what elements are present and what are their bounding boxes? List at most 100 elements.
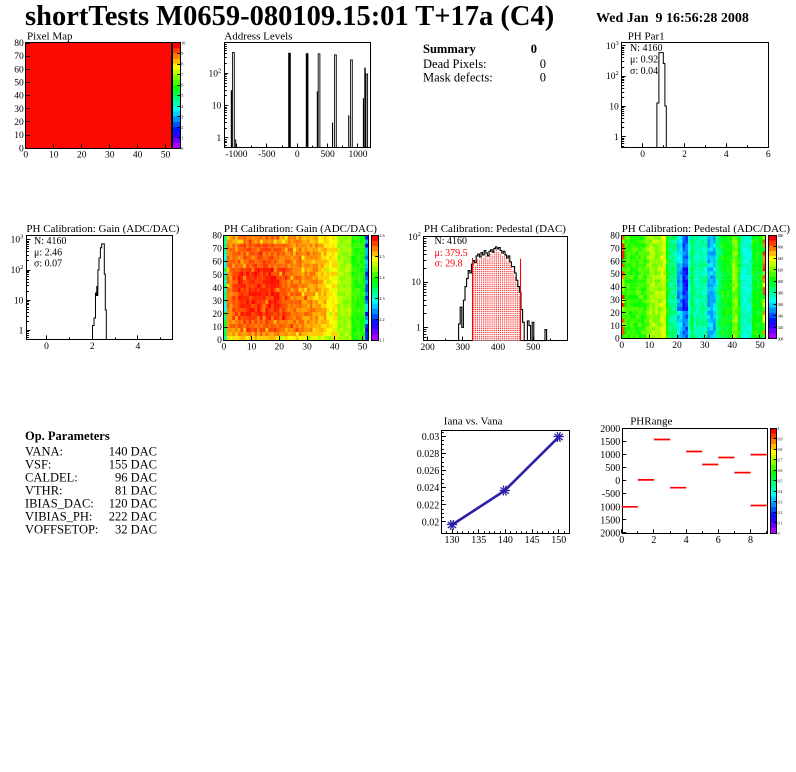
- svg-text:0.026: 0.026: [417, 466, 440, 477]
- svg-text:IBIAS_DAC:: IBIAS_DAC:: [25, 497, 94, 511]
- svg-text:2: 2: [682, 150, 687, 160]
- svg-text:shortTests M0659-080109.15:01: shortTests M0659-080109.15:01 T+17a (C4): [25, 1, 554, 32]
- svg-text:40: 40: [14, 92, 24, 102]
- svg-text:0: 0: [778, 532, 780, 536]
- svg-text:50: 50: [212, 271, 222, 281]
- svg-text:2.5: 2.5: [379, 254, 384, 259]
- svg-text:σ: 0.07: σ: 0.07: [34, 259, 62, 270]
- svg-text:6: 6: [766, 150, 771, 160]
- svg-text:400: 400: [491, 343, 506, 353]
- svg-text:400: 400: [778, 280, 784, 284]
- svg-text:Mask defects:: Mask defects:: [423, 71, 493, 85]
- svg-text:PH Calibration: Gain (ADC/DAC): PH Calibration: Gain (ADC/DAC): [26, 223, 179, 235]
- svg-text:0.8: 0.8: [778, 448, 783, 452]
- svg-text:4: 4: [724, 150, 729, 160]
- svg-text:0: 0: [181, 146, 183, 151]
- svg-text:80: 80: [14, 39, 24, 49]
- svg-text:Summary: Summary: [423, 42, 477, 56]
- svg-text:2.6: 2.6: [379, 233, 384, 238]
- svg-text:10: 10: [49, 150, 59, 160]
- svg-text:50: 50: [755, 341, 765, 351]
- svg-text:0: 0: [217, 336, 222, 346]
- svg-text:40: 40: [330, 343, 340, 353]
- svg-text:2.3: 2.3: [379, 296, 384, 301]
- svg-text:Dead Pixels:: Dead Pixels:: [423, 57, 487, 71]
- svg-text:30: 30: [14, 105, 24, 115]
- svg-text:4: 4: [136, 342, 141, 352]
- svg-text:20: 20: [672, 341, 682, 351]
- svg-text:N: 4160: N: 4160: [34, 236, 67, 247]
- svg-text:300: 300: [456, 343, 471, 353]
- svg-text:50: 50: [358, 343, 368, 353]
- svg-text:300: 300: [778, 337, 784, 341]
- svg-text:1: 1: [614, 133, 619, 143]
- svg-text:60: 60: [610, 257, 620, 267]
- svg-text:0.028: 0.028: [417, 449, 440, 460]
- svg-text:0.3: 0.3: [778, 500, 783, 504]
- svg-text:10: 10: [411, 278, 421, 288]
- svg-text:80: 80: [610, 232, 620, 242]
- svg-text:500: 500: [320, 150, 335, 160]
- svg-text:1: 1: [181, 135, 183, 140]
- svg-text:50: 50: [14, 79, 24, 89]
- svg-text:2: 2: [181, 125, 183, 130]
- svg-text:200: 200: [420, 343, 435, 353]
- svg-text:145: 145: [525, 535, 540, 546]
- svg-text:PH Calibration: Pedestal (DAC): PH Calibration: Pedestal (DAC): [424, 223, 566, 235]
- svg-text:VTHR:: VTHR:: [25, 484, 63, 498]
- svg-text:CALDEL:: CALDEL:: [25, 471, 78, 485]
- svg-text:0: 0: [619, 341, 624, 351]
- svg-text:420: 420: [778, 269, 784, 273]
- svg-text:0: 0: [640, 150, 645, 160]
- svg-text:460: 460: [778, 246, 784, 250]
- svg-text:2.4: 2.4: [379, 275, 385, 280]
- svg-text:VOFFSETOP:: VOFFSETOP:: [25, 523, 98, 537]
- svg-text:60: 60: [14, 65, 24, 75]
- svg-text:0: 0: [295, 150, 300, 160]
- svg-text:8: 8: [181, 62, 183, 67]
- svg-text:500: 500: [526, 343, 541, 353]
- svg-text:30: 30: [700, 341, 710, 351]
- svg-text:0.1: 0.1: [778, 521, 783, 525]
- svg-text:σ: 29.8: σ: 29.8: [435, 259, 463, 270]
- svg-text:1: 1: [416, 324, 421, 334]
- svg-text:2.1: 2.1: [379, 338, 384, 343]
- svg-text:PH Par1: PH Par1: [628, 31, 665, 43]
- svg-text:500: 500: [605, 463, 620, 474]
- svg-text:20: 20: [212, 310, 222, 320]
- svg-text:480: 480: [778, 234, 784, 238]
- svg-text:10: 10: [609, 103, 619, 113]
- svg-text:0: 0: [615, 335, 620, 345]
- svg-text:N: 4160: N: 4160: [630, 43, 663, 54]
- svg-text:30: 30: [302, 343, 312, 353]
- svg-text:20: 20: [14, 118, 24, 128]
- svg-text:0.5: 0.5: [778, 479, 783, 483]
- svg-text:Address Levels: Address Levels: [224, 31, 292, 43]
- svg-text:222 DAC: 222 DAC: [109, 510, 157, 524]
- svg-text:10: 10: [247, 343, 257, 353]
- svg-text:N: 4160: N: 4160: [435, 236, 468, 247]
- svg-text:6: 6: [716, 535, 721, 546]
- svg-text:0: 0: [23, 150, 28, 160]
- svg-text:1500: 1500: [600, 515, 620, 526]
- svg-text:0.9: 0.9: [778, 437, 783, 441]
- svg-text:10: 10: [14, 131, 24, 141]
- svg-text:10: 10: [212, 323, 222, 333]
- svg-text:140 DAC: 140 DAC: [109, 445, 157, 459]
- svg-text:0: 0: [44, 342, 49, 352]
- svg-text:320: 320: [778, 326, 784, 330]
- svg-text:2: 2: [90, 342, 95, 352]
- svg-text:360: 360: [778, 303, 784, 307]
- svg-text:150: 150: [551, 535, 566, 546]
- svg-text:340: 340: [778, 314, 784, 318]
- svg-text:μ: 379.5: μ: 379.5: [435, 248, 468, 259]
- svg-text:0.03: 0.03: [422, 432, 440, 443]
- svg-text:-500: -500: [602, 489, 620, 500]
- svg-text:40: 40: [610, 283, 620, 293]
- svg-text:10: 10: [212, 102, 222, 112]
- svg-text:8: 8: [748, 535, 753, 546]
- svg-text:μ: 2.46: μ: 2.46: [34, 247, 62, 258]
- svg-text:30: 30: [105, 150, 115, 160]
- svg-text:2000: 2000: [600, 424, 620, 435]
- svg-text:10: 10: [181, 41, 185, 46]
